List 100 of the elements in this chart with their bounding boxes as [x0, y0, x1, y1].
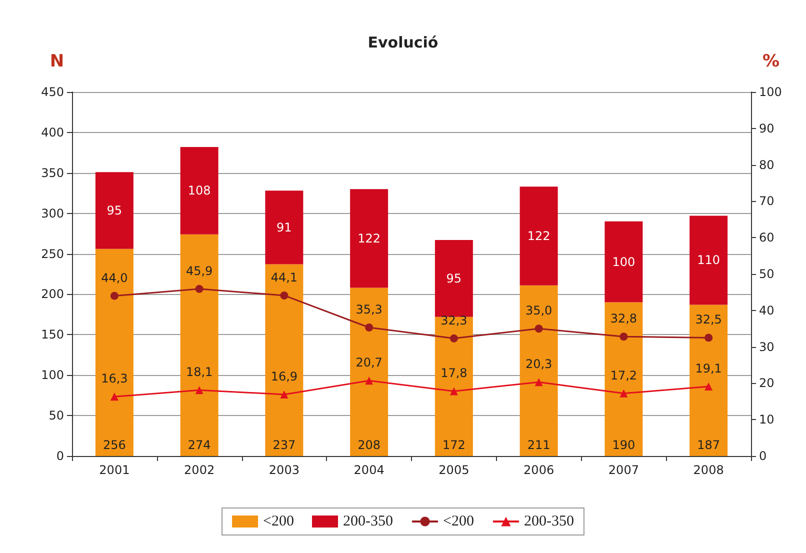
- data-label: 190: [612, 438, 636, 452]
- point: [110, 392, 118, 401]
- y2-tick-label: 90: [759, 121, 774, 136]
- y2-tick-label: 10: [759, 412, 774, 427]
- y-tick-label: 100: [41, 368, 64, 382]
- y-tick-label: 150: [41, 328, 64, 342]
- data-label: 45,9: [186, 264, 213, 278]
- bar: [434, 316, 473, 456]
- x-tick-label: 2003: [268, 463, 300, 477]
- data-label: 95: [446, 271, 462, 286]
- x-tick-label: 2004: [354, 463, 384, 477]
- data-label: 19,1: [695, 361, 722, 376]
- point: [450, 334, 458, 342]
- x-tick-label: 2002: [184, 463, 215, 477]
- bar: [265, 264, 304, 456]
- data-label: 100: [612, 254, 636, 269]
- legend-label: <200: [443, 514, 474, 530]
- x-tick-label: 2007: [608, 463, 639, 477]
- bar: [95, 248, 134, 456]
- bar: [265, 190, 304, 264]
- data-label: 35,3: [356, 302, 382, 317]
- bar: [180, 147, 218, 234]
- data-label: 16,3: [101, 372, 128, 386]
- data-label: 20,7: [356, 356, 382, 370]
- data-label: 32,3: [440, 313, 468, 328]
- data-label: 95: [106, 204, 122, 218]
- point: [365, 324, 374, 332]
- point: [534, 378, 543, 386]
- data-label: 187: [697, 438, 720, 452]
- data-label: 32,5: [695, 312, 722, 327]
- y2-axis-title: %: [762, 52, 780, 72]
- bar: [350, 189, 388, 288]
- data-label: 172: [442, 438, 466, 452]
- x-tick-label: 2005: [438, 463, 470, 477]
- data-label: 274: [188, 438, 211, 452]
- bar: [434, 240, 473, 317]
- data-label: 211: [527, 438, 550, 452]
- data-label: 91: [276, 220, 292, 234]
- y-tick-label: 450: [41, 85, 64, 99]
- data-label: 44,0: [101, 270, 128, 285]
- data-label: 122: [358, 231, 381, 246]
- x-tick-label: 2001: [99, 463, 130, 477]
- y-tick-label: 400: [41, 125, 64, 140]
- data-label: 237: [272, 438, 296, 452]
- bar: [690, 304, 728, 456]
- data-label: 17,2: [610, 368, 638, 382]
- x-tick-label: 2006: [524, 463, 554, 477]
- point: [704, 334, 713, 342]
- y2-tick-label: 70: [759, 194, 774, 208]
- point: [365, 376, 374, 385]
- data-label: 16,9: [270, 369, 298, 384]
- data-label: 44,1: [270, 270, 298, 284]
- bar: [604, 221, 643, 302]
- data-label: 256: [102, 438, 126, 452]
- y2-tick-label: 30: [759, 340, 774, 354]
- y-tick-label: 250: [41, 246, 64, 261]
- data-label: 110: [697, 253, 720, 268]
- bar: [350, 288, 388, 456]
- legend-label: 200-350: [343, 514, 394, 530]
- point: [280, 390, 288, 398]
- data-label: 108: [188, 184, 211, 198]
- point: [110, 292, 118, 300]
- bar: [520, 285, 558, 456]
- y-tick-label: 350: [41, 166, 64, 180]
- y2-tick-label: 80: [759, 158, 774, 172]
- x-tick-label: 2008: [693, 463, 724, 477]
- point: [195, 284, 204, 293]
- legend-label: 200-350: [524, 514, 574, 530]
- y2-tick-label: 20: [759, 376, 774, 390]
- bar: [604, 302, 643, 456]
- data-label: 20,3: [525, 357, 552, 372]
- data-label: 18,1: [186, 365, 213, 380]
- bar: [95, 172, 134, 249]
- chart-title: Evolució: [368, 34, 438, 52]
- point: [620, 332, 628, 341]
- bar: [180, 234, 218, 456]
- point: [195, 386, 204, 394]
- point: [450, 387, 458, 396]
- point: [534, 324, 543, 333]
- data-label: 32,8: [610, 312, 638, 326]
- bar: [690, 216, 728, 305]
- y2-tick-label: 100: [759, 85, 782, 99]
- y-tick-label: 200: [41, 287, 64, 302]
- point: [704, 382, 713, 390]
- data-label: 35,0: [525, 304, 552, 318]
- y2-tick-label: 60: [759, 230, 774, 245]
- y-tick-label: 0: [56, 449, 64, 463]
- y2-tick-label: 0: [759, 449, 767, 463]
- data-label: 208: [358, 438, 381, 452]
- point: [280, 291, 288, 300]
- data-label: 122: [527, 228, 550, 243]
- y2-tick-label: 50: [759, 267, 774, 281]
- y-tick-label: 300: [41, 206, 64, 220]
- legend-label: <200: [263, 514, 294, 530]
- y-tick-label: 50: [48, 408, 64, 423]
- y2-tick-label: 40: [759, 303, 774, 318]
- point: [620, 389, 628, 398]
- bar: [520, 186, 558, 286]
- y-axis-title: N: [50, 52, 64, 72]
- data-label: 17,8: [440, 366, 468, 380]
